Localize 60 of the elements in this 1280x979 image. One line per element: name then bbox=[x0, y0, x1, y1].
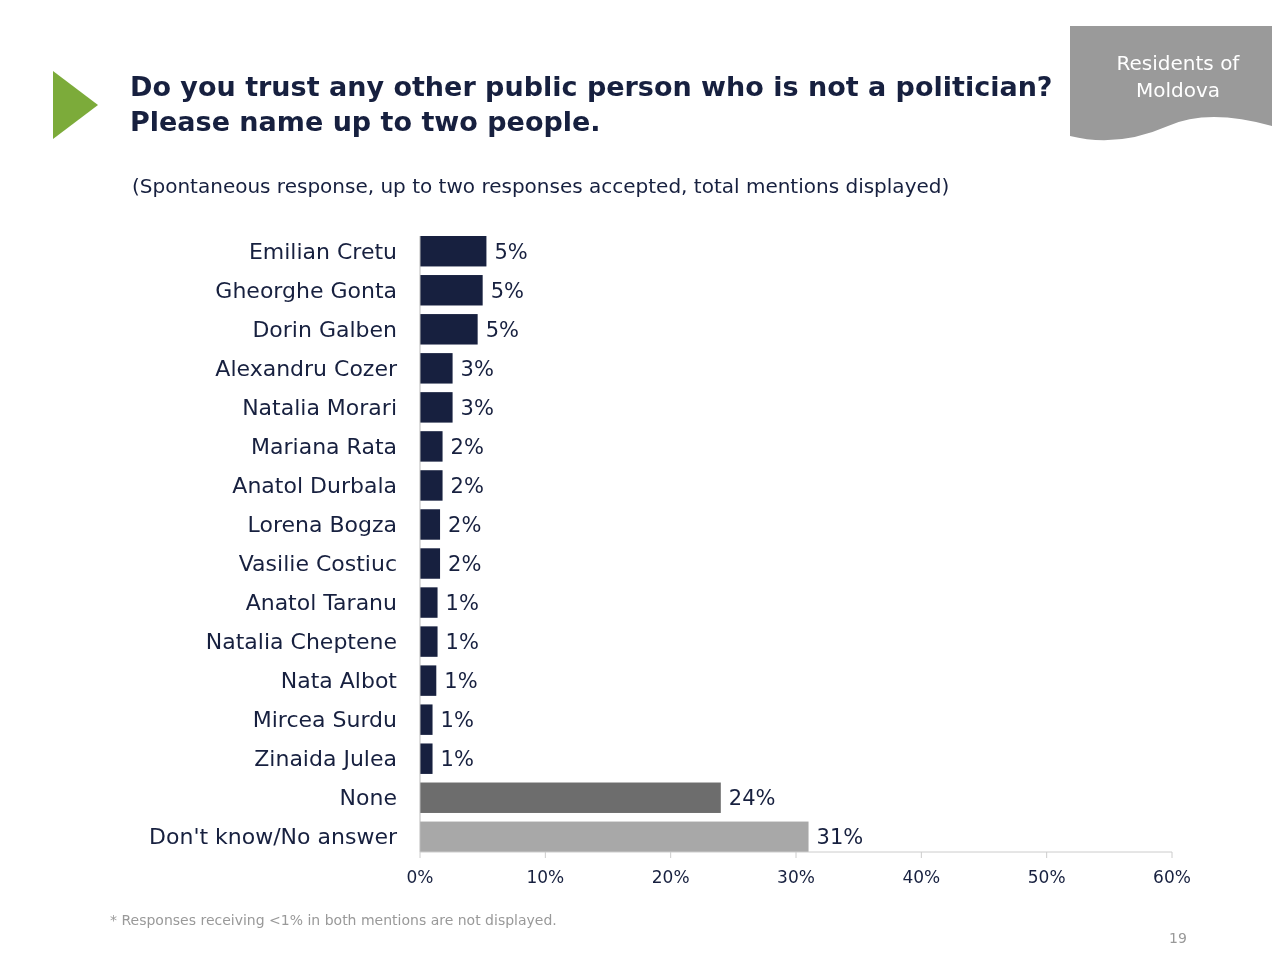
data-label: 2% bbox=[450, 473, 484, 498]
data-label: 5% bbox=[490, 278, 524, 303]
data-label: 3% bbox=[460, 395, 494, 420]
y-tick-label: Natalia Cheptene bbox=[205, 629, 397, 655]
data-label: 1% bbox=[445, 629, 479, 654]
y-tick-label: Anatol Durbala bbox=[232, 473, 397, 499]
bar bbox=[420, 665, 437, 696]
data-label: 1% bbox=[444, 668, 478, 693]
y-tick-label: Anatol Taranu bbox=[245, 590, 397, 616]
bar bbox=[420, 587, 438, 618]
x-tick-label: 60% bbox=[1153, 866, 1191, 887]
y-tick-label: Nata Albot bbox=[280, 668, 398, 694]
bar bbox=[420, 275, 483, 306]
bar bbox=[420, 509, 441, 540]
x-tick-label: 0% bbox=[406, 866, 434, 887]
data-label: 5% bbox=[494, 239, 528, 264]
data-label: 5% bbox=[485, 317, 519, 342]
bar bbox=[420, 548, 441, 579]
y-tick-label: Vasilie Costiuc bbox=[238, 551, 397, 577]
y-tick-label: Dorin Galben bbox=[252, 317, 397, 342]
chart-title: Do you trust any other public person who is not a politician? Please name up to two people. bbox=[130, 71, 1053, 137]
x-tick-label: 10% bbox=[526, 866, 565, 887]
y-tick-label: Natalia Morari bbox=[242, 395, 397, 421]
bar bbox=[420, 743, 433, 774]
text: * Responses receiving <1% in both mentions are not displayed. bbox=[110, 912, 557, 928]
data-label: 2% bbox=[448, 512, 482, 537]
x-tick-label: 40% bbox=[902, 866, 941, 887]
y-tick-label: Emilian Cretu bbox=[248, 238, 397, 264]
bar bbox=[420, 821, 809, 852]
y-tick-label: Mariana Rata bbox=[251, 434, 397, 460]
data-label: 3% bbox=[460, 356, 494, 381]
y-tick-label: Don't know/No answer bbox=[149, 824, 398, 850]
y-tick-label: None bbox=[339, 785, 397, 811]
data-label: 1% bbox=[440, 747, 474, 772]
data-label: 1% bbox=[440, 708, 474, 733]
text: Residents of Moldova bbox=[1116, 51, 1241, 102]
y-tick-label: Zinaida Julea bbox=[254, 746, 397, 772]
data-label: 2% bbox=[448, 551, 482, 576]
bar bbox=[420, 431, 443, 462]
y-tick-label: Gheorghe Gonta bbox=[215, 277, 397, 303]
bar bbox=[420, 353, 453, 384]
data-label: 1% bbox=[445, 590, 479, 615]
bar bbox=[420, 236, 487, 267]
data-label: 31% bbox=[816, 825, 864, 850]
x-tick-label: 20% bbox=[651, 866, 690, 887]
bar bbox=[420, 782, 721, 813]
text: 19 bbox=[1169, 930, 1187, 946]
bar bbox=[420, 626, 438, 657]
bar bbox=[420, 470, 443, 501]
y-tick-label: Alexandru Cozer bbox=[215, 356, 398, 382]
data-label: 2% bbox=[450, 434, 484, 459]
data-label: 24% bbox=[728, 786, 776, 811]
y-tick-label: Lorena Bogza bbox=[247, 512, 397, 538]
x-tick-label: 30% bbox=[777, 866, 815, 887]
y-tick-label: Mircea Surdu bbox=[252, 707, 397, 733]
chart-subtitle: (Spontaneous response, up to two responses accepted, total mentions displayed) bbox=[132, 174, 950, 198]
bar bbox=[420, 704, 433, 735]
bar bbox=[420, 314, 478, 345]
bar bbox=[420, 392, 453, 423]
x-tick-label: 50% bbox=[1027, 866, 1066, 887]
